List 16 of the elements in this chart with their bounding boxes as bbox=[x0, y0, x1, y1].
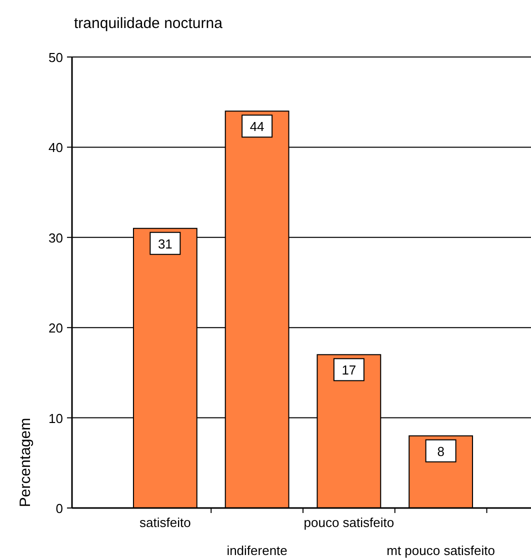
y-tick-label: 0 bbox=[56, 501, 63, 516]
x-tick-label: mt pouco satisfeito bbox=[386, 543, 496, 558]
x-tick-label: indiferente bbox=[226, 543, 288, 558]
y-tick-label: 20 bbox=[48, 320, 63, 336]
data-label: 31 bbox=[158, 236, 172, 252]
x-tick-label: satisfeito bbox=[140, 515, 191, 530]
x-tick-label: pouco satisfeito bbox=[304, 515, 394, 530]
y-tick-label: 10 bbox=[48, 410, 63, 426]
y-tick-label: 40 bbox=[48, 140, 63, 156]
y-axis-title: Percentagem bbox=[17, 418, 34, 508]
y-tick-label: 50 bbox=[48, 50, 63, 65]
data-label: 8 bbox=[437, 444, 444, 459]
data-label: 44 bbox=[250, 119, 264, 134]
data-label: 17 bbox=[342, 362, 356, 378]
chart-title: tranquilidade nocturna bbox=[74, 15, 224, 32]
y-tick-label: 30 bbox=[48, 230, 63, 246]
